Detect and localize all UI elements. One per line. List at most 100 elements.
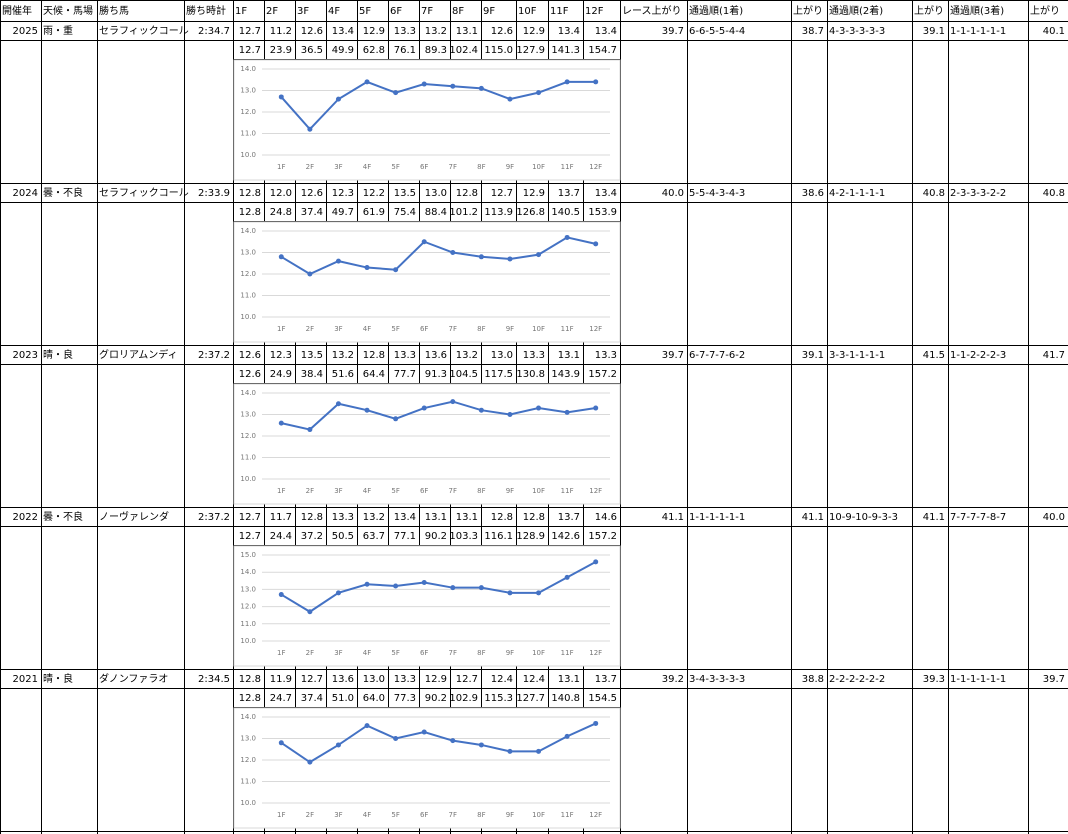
x-tick-label: 11F: [561, 163, 574, 171]
header-cell: 8F: [452, 6, 464, 17]
data-point: [278, 420, 284, 426]
table-cell: 13.1: [456, 512, 478, 523]
cumulative-cell: 88.4: [425, 207, 447, 218]
y-tick-label: 14.0: [240, 713, 256, 721]
data-point: [364, 723, 370, 729]
table-cell: ノーヴァレンダ: [99, 510, 169, 523]
header-cell: 2F: [266, 6, 278, 17]
data-point: [421, 580, 427, 586]
table-cell: 2-3-3-3-2-2: [950, 188, 1006, 199]
x-tick-label: 6F: [420, 325, 428, 333]
data-point: [564, 79, 570, 85]
data-point: [507, 748, 513, 754]
data-point: [393, 90, 399, 96]
x-tick-label: 7F: [449, 163, 457, 171]
table-cell: 38.7: [802, 26, 824, 37]
line-series: [280, 80, 596, 131]
y-tick-label: 11.0: [240, 130, 256, 138]
x-tick-label: 6F: [420, 649, 428, 657]
cumulative-cell: 113.9: [484, 207, 513, 218]
data-point: [450, 399, 456, 405]
table-cell: 12.7: [456, 674, 478, 685]
table-cell: 39.1: [802, 350, 824, 361]
table-cell: 13.3: [523, 350, 545, 361]
cumulative-cell: 127.7: [516, 693, 545, 704]
x-tick-label: 10F: [532, 487, 545, 495]
table-cell: 13.3: [595, 350, 617, 361]
header-cell: レース上がり: [622, 4, 682, 17]
x-tick-label: 8F: [477, 163, 485, 171]
x-tick-label: 10F: [532, 811, 545, 819]
y-tick-label: 14.0: [240, 227, 256, 235]
table-cell: 13.4: [394, 512, 416, 523]
table-cell: 12.9: [523, 26, 545, 37]
y-tick-label: 12.0: [240, 270, 256, 278]
table-cell: 38.6: [802, 188, 824, 199]
header-cell: 11F: [550, 6, 569, 17]
cumulative-cell: 49.7: [332, 207, 354, 218]
data-point: [593, 241, 599, 247]
table-cell: 12.8: [523, 512, 545, 523]
data-point: [450, 585, 456, 591]
cumulative-cell: 154.7: [588, 45, 617, 56]
cumulative-cell: 115.0: [484, 45, 513, 56]
header-cell: 上がり: [1030, 4, 1060, 17]
table-cell: 1-1-1-1-1-1: [950, 26, 1006, 37]
x-tick-label: 1F: [277, 325, 285, 333]
table-cell: 11.9: [270, 674, 292, 685]
cumulative-cell: 101.2: [449, 207, 478, 218]
table-cell: 12.3: [332, 188, 354, 199]
cumulative-cell: 24.4: [270, 531, 292, 542]
y-tick-label: 13.0: [240, 249, 256, 257]
x-tick-label: 5F: [391, 325, 399, 333]
x-tick-label: 2F: [306, 649, 314, 657]
line-series: [280, 236, 596, 276]
y-tick-label: 10.0: [240, 313, 256, 321]
cumulative-cell: 77.3: [394, 693, 416, 704]
table-cell: 曇・不良: [43, 186, 83, 199]
x-tick-label: 7F: [449, 325, 457, 333]
data-point: [478, 254, 484, 260]
cumulative-cell: 37.4: [301, 693, 323, 704]
cumulative-cell: 104.5: [449, 369, 478, 380]
table-cell: 40.0: [662, 188, 684, 199]
data-point: [335, 96, 341, 102]
table-cell: 2:34.7: [198, 26, 230, 37]
data-point: [421, 729, 427, 735]
x-tick-label: 10F: [532, 163, 545, 171]
line-series: [280, 722, 597, 764]
table-cell: 13.1: [558, 674, 580, 685]
cumulative-cell: 50.5: [332, 531, 354, 542]
table-cell: 2:34.5: [198, 674, 230, 685]
table-cell: 41.1: [802, 512, 824, 523]
header-cell: 5F: [359, 6, 371, 17]
table-cell: 13.3: [394, 350, 416, 361]
data-point: [393, 416, 399, 422]
table-cell: 2:33.9: [198, 188, 230, 199]
cumulative-cell: 12.8: [239, 693, 261, 704]
table-cell: 13.1: [456, 26, 478, 37]
data-point: [421, 405, 427, 411]
y-tick-label: 14.0: [240, 65, 256, 73]
cumulative-cell: 103.3: [449, 531, 478, 542]
x-tick-label: 11F: [561, 811, 574, 819]
chart-area: [233, 59, 621, 181]
table-cell: 12.0: [270, 188, 292, 199]
table-cell: 12.9: [523, 188, 545, 199]
data-point: [421, 81, 427, 87]
data-point: [593, 79, 599, 85]
table-cell: 12.7: [239, 26, 261, 37]
data-point: [593, 405, 599, 411]
table-cell: 1-1-2-2-2-3: [950, 350, 1006, 361]
data-point: [507, 590, 513, 596]
data-point: [536, 405, 542, 411]
table-cell: 12.7: [301, 674, 323, 685]
table-cell: 13.7: [558, 512, 580, 523]
header-cell: 10F: [518, 6, 537, 17]
data-point: [564, 733, 570, 739]
cumulative-cell: 157.2: [588, 531, 617, 542]
x-tick-label: 5F: [391, 163, 399, 171]
cumulative-cell: 126.8: [516, 207, 545, 218]
cumulative-cell: 23.9: [270, 45, 292, 56]
